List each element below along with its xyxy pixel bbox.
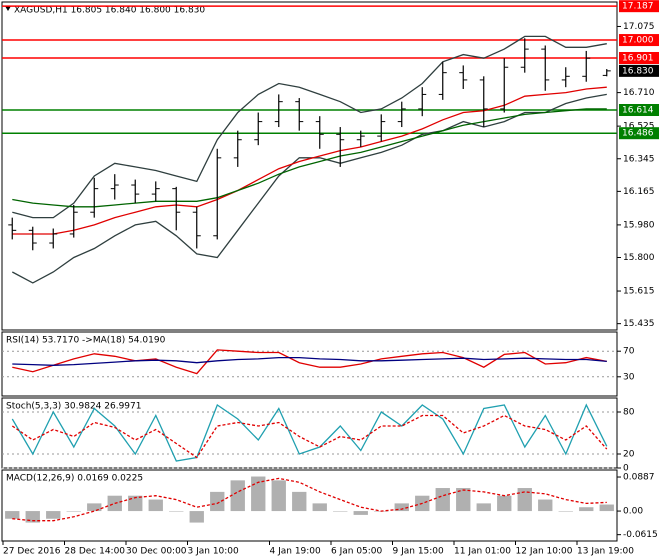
x-tick-label: 11 Jan 01:00	[454, 547, 511, 557]
level-label: 16.486	[622, 129, 654, 139]
level-label: 16.901	[622, 53, 654, 63]
y-tick-label: 0.0887	[623, 473, 655, 483]
y-tick-label: 16.165	[623, 187, 655, 197]
histogram-bar	[333, 511, 348, 512]
level-label: 17.187	[622, 2, 654, 12]
x-tick-label: 13 Jan 19:00	[577, 547, 634, 557]
histogram-bar	[394, 503, 409, 512]
indicator-line	[11, 403, 608, 462]
last-price-box	[619, 64, 659, 77]
panel-frame	[1, 1, 618, 331]
histogram-bar	[210, 491, 225, 512]
y-tick-label: 80	[623, 408, 635, 418]
indicator-line	[11, 93, 607, 284]
y-tick-label: 20	[623, 450, 635, 460]
histogram-bar	[189, 511, 204, 523]
histogram-bar	[517, 488, 532, 512]
level-box	[619, 34, 659, 47]
indicator-line	[12, 86, 607, 235]
panel-title: MACD(12,26,9) 0.0169 0.0225	[6, 474, 143, 484]
y-tick-label: 0	[623, 464, 629, 474]
indicator-line	[11, 414, 608, 459]
indicator-line	[12, 356, 607, 366]
histogram-bar	[25, 511, 40, 523]
x-tick-label: 27 Dec 2016	[3, 547, 61, 557]
level-box	[619, 0, 659, 13]
y-tick-label: 0.00	[623, 507, 643, 517]
histogram-bar	[312, 503, 327, 512]
x-tick-label: 6 Jan 05:00	[331, 547, 383, 557]
histogram-bar	[353, 511, 368, 515]
indicator-line	[12, 108, 607, 208]
menu-icon	[5, 6, 11, 11]
histogram-bar	[579, 507, 594, 512]
y-tick-label: 16.710	[623, 88, 655, 98]
panel-title: Stoch(5,3,3) 30.9824 26.9971	[6, 402, 141, 412]
y-tick-label: 17.075	[623, 22, 655, 32]
y-tick-label: 15.615	[623, 287, 655, 297]
histogram-bar	[87, 503, 102, 512]
y-tick-label: -0.0615	[623, 530, 658, 540]
panel-title: XAGUSD,H1 16.805 16.840 16.800 16.830	[14, 6, 205, 16]
histogram-bar	[538, 499, 553, 512]
indicator-line	[12, 35, 607, 219]
x-tick-label: 4 Jan 19:00	[270, 547, 322, 557]
histogram-bar	[476, 503, 491, 512]
y-tick-label: 15.980	[623, 220, 655, 230]
y-tick-label: 16.345	[623, 154, 655, 164]
histogram-bar	[5, 511, 20, 519]
histogram-bar	[46, 511, 61, 519]
x-tick-label: 3 Jan 10:00	[188, 547, 240, 557]
panel-frame	[1, 469, 618, 542]
histogram-bar	[66, 511, 81, 512]
x-tick-label: 30 Dec 00:00	[126, 547, 187, 557]
level-label: 16.614	[622, 106, 654, 116]
histogram-bar	[230, 480, 245, 512]
level-label: 17.000	[622, 36, 654, 46]
panel-frame	[1, 397, 618, 469]
x-tick-label: 28 Dec 14:00	[65, 547, 126, 557]
histogram-bar	[599, 504, 614, 512]
histogram-bar	[435, 488, 450, 512]
level-box	[619, 51, 659, 64]
level-box	[619, 127, 659, 140]
y-tick-label: 70	[623, 347, 635, 357]
histogram-bar	[456, 488, 471, 512]
indicator-line	[12, 349, 607, 375]
y-tick-label: 15.800	[623, 253, 655, 263]
x-tick-label: 12 Jan 10:00	[516, 547, 573, 557]
histogram-bar	[128, 495, 143, 512]
y-tick-label: 15.435	[623, 319, 655, 329]
histogram-bar	[497, 495, 512, 512]
histogram-bar	[271, 480, 286, 512]
histogram-bar	[558, 511, 573, 512]
panel-frame	[1, 331, 618, 397]
y-tick-label: 30	[623, 372, 635, 382]
histogram-bar	[292, 491, 307, 512]
x-tick-label: 9 Jan 15:00	[393, 547, 445, 557]
histogram-bar	[169, 511, 184, 512]
panel-title: RSI(14) 53.7170 ->MA(18) 54.0190	[6, 336, 166, 346]
y-tick-label: 16.525	[623, 122, 655, 132]
histogram-bar	[251, 476, 266, 512]
last-price-label: 16.830	[622, 66, 654, 76]
level-box	[619, 104, 659, 117]
indicator-line	[12, 477, 607, 522]
histogram-bar	[148, 499, 163, 512]
